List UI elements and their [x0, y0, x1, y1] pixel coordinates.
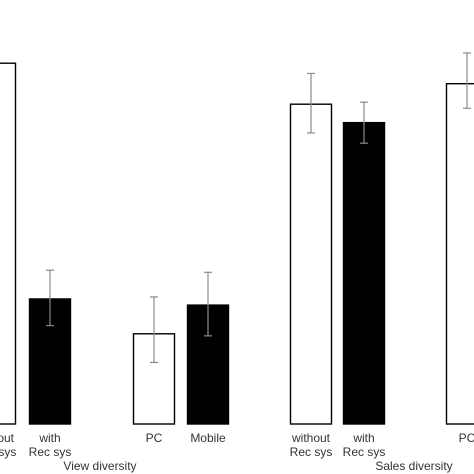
view-mobile-tick-label: Mobile: [190, 431, 226, 445]
view-with-rec-sys-error-bar: [46, 269, 54, 327]
sales-with-rec-sys-tick-label: with Rec sys: [343, 431, 386, 459]
view-with-rec-sys-tick-label: with Rec sys: [29, 431, 72, 459]
view-without-rec-sys-bar: [0, 62, 17, 425]
bars-layer: [0, 52, 474, 425]
sales-without-rec-sys-bar: [289, 103, 333, 425]
sales-without-rec-sys-error-bar: [307, 72, 315, 134]
group-label-sales-diversity: Sales diversity: [375, 459, 452, 473]
sales-with-rec-sys-bar: [342, 121, 386, 425]
sales-without-rec-sys-tick-label: without Rec sys: [290, 431, 333, 459]
group-label-view-diversity: View diversity: [63, 459, 136, 473]
sales-pc-bar: [445, 82, 474, 425]
view-pc-error-bar: [150, 296, 158, 364]
sales-with-rec-sys-error-bar: [360, 101, 368, 144]
view-mobile-error-bar: [204, 271, 212, 337]
sales-pc-tick-label: PC: [459, 431, 474, 445]
sales-pc-error-bar: [463, 52, 471, 109]
view-pc-tick-label: PC: [146, 431, 163, 445]
